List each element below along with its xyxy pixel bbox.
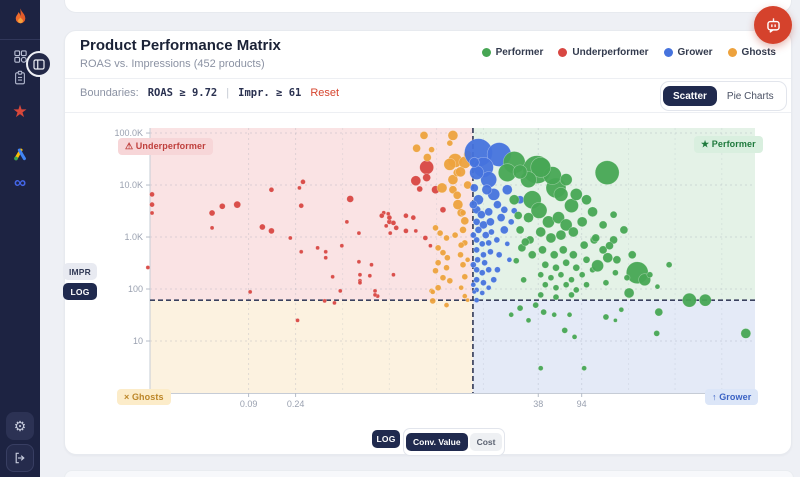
legend-item-ghosts[interactable]: Ghosts: [727, 47, 776, 58]
svg-text:1.0K: 1.0K: [124, 232, 143, 242]
roas-boundary-value: ROAS ≥ 9.72: [147, 87, 218, 99]
svg-text:38: 38: [533, 399, 543, 409]
legend-label: Ghosts: [741, 47, 776, 58]
sidebar-divider: [0, 39, 40, 40]
quadrant-badge-performer: ★ Performer: [694, 136, 763, 153]
tab-pie-charts[interactable]: Pie Charts: [726, 90, 774, 102]
meta-infinity-glyph: ∞: [13, 173, 27, 192]
quadrant-badge-grower: ↑ Grower: [705, 389, 759, 405]
legend: Performer Underperformer Grower Ghosts: [481, 47, 776, 58]
robot-chat-icon: [766, 17, 780, 33]
svg-text:94: 94: [577, 399, 587, 409]
legend-item-grower[interactable]: Grower: [663, 47, 713, 58]
boundaries-divider: [65, 112, 791, 113]
legend-dot: [727, 48, 737, 57]
svg-text:10.0K: 10.0K: [119, 180, 143, 190]
app-logo-flame-icon[interactable]: [0, 7, 40, 29]
legend-item-performer[interactable]: Performer: [481, 47, 544, 58]
dashboard-grid-icon[interactable]: [0, 49, 40, 64]
legend-label: Grower: [677, 47, 713, 58]
svg-text:0.09: 0.09: [240, 399, 258, 409]
star-glyph: ★: [12, 102, 28, 121]
reset-boundaries-button[interactable]: Reset: [310, 87, 340, 99]
legend-dot: [481, 48, 491, 57]
settings-gear-button[interactable]: ⚙: [6, 412, 34, 440]
svg-text:100.0K: 100.0K: [114, 128, 143, 138]
page-subtitle: ROAS vs. Impressions (452 products): [80, 58, 265, 70]
page-title: Product Performance Matrix: [80, 37, 281, 54]
boundaries-row: Boundaries: ROAS ≥ 9.72 | Impr. ≥ 61 Res…: [80, 87, 339, 99]
y-axis-log-toggle[interactable]: LOG: [63, 283, 97, 300]
x-axis-log-toggle[interactable]: LOG: [372, 430, 400, 448]
svg-text:10: 10: [133, 336, 143, 346]
favorites-star-icon[interactable]: ★: [0, 103, 40, 120]
quadrant-badge-ghosts: × Ghosts: [117, 389, 171, 405]
google-ads-icon[interactable]: [0, 147, 40, 162]
svg-text:0.24: 0.24: [287, 399, 305, 409]
legend-dot: [558, 48, 568, 57]
boundaries-label: Boundaries:: [80, 87, 139, 99]
x-axis-metric-group: Conv. Value Cost: [403, 428, 506, 456]
header-divider: [65, 78, 791, 79]
gear-icon: ⚙: [13, 418, 27, 434]
view-toggle: Scatter Pie Charts: [660, 81, 787, 111]
legend-item-underperformer[interactable]: Underperformer: [558, 47, 649, 58]
meta-icon[interactable]: ∞: [0, 174, 40, 191]
logout-icon: [15, 452, 25, 464]
quadrant-badge-underperformer: ⚠ Underperformer: [118, 138, 213, 155]
legend-dot: [663, 48, 673, 57]
metric-cost-button[interactable]: Cost: [469, 433, 503, 451]
tab-scatter[interactable]: Scatter: [663, 86, 717, 106]
sidebar-collapse-toggle[interactable]: [26, 51, 52, 77]
legend-label: Underperformer: [572, 47, 649, 58]
legend-label: Performer: [495, 47, 544, 58]
logout-button[interactable]: [6, 444, 34, 472]
metric-conv-value-button[interactable]: Conv. Value: [406, 433, 468, 451]
sidebar: ★ ∞ ⚙: [0, 0, 40, 477]
svg-text:100: 100: [128, 284, 143, 294]
assistant-chat-button[interactable]: [754, 6, 792, 44]
boundary-separator: |: [226, 87, 230, 99]
panel-icon: [33, 58, 45, 70]
impressions-boundary-value: Impr. ≥ 61: [238, 87, 302, 99]
clipboard-icon[interactable]: [0, 70, 40, 86]
y-axis-metric-button[interactable]: IMPR: [63, 263, 97, 280]
